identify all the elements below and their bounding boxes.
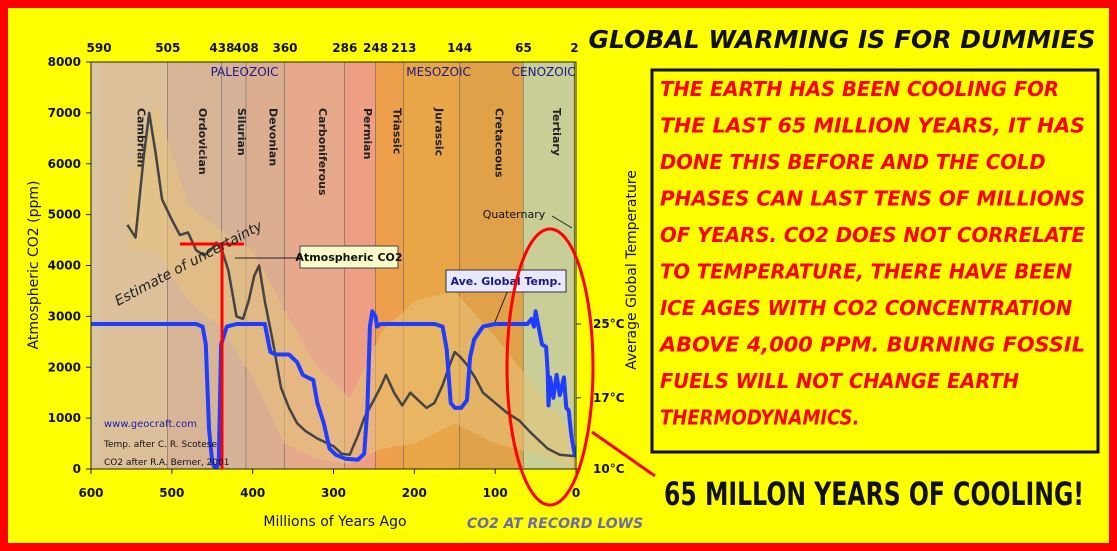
quaternary-arrow	[551, 215, 573, 229]
period-label-jurassic: Jurassic	[433, 107, 446, 156]
y-tick-label: 5000	[48, 208, 81, 222]
top-tick-label: 360	[272, 41, 297, 55]
temp-callout-box	[445, 269, 567, 293]
y-tick-label: 6000	[48, 157, 81, 171]
y-tick-label: 1000	[48, 411, 81, 425]
y-tick-label: 2000	[48, 360, 81, 374]
top-tick-label: 65	[515, 41, 532, 55]
message-line: THERMODYNAMICS.	[660, 406, 860, 430]
period-label-silurian: Silurian	[235, 108, 248, 156]
message-line: THE LAST 65 MILLION YEARS, IT HAS	[660, 114, 1085, 138]
top-tick-label: 248	[363, 41, 388, 55]
message-line: ABOVE 4,000 PPM. BURNING FOSSIL	[658, 333, 1085, 357]
era-labels: PALEOZOIC MESOZOIC CENOZOIC	[211, 65, 576, 79]
top-tick-label: 505	[155, 41, 180, 55]
uncertainty-polygon	[127, 102, 576, 469]
credit-co2: CO2 after R.A. Berner, 2001	[104, 458, 229, 468]
top-tick-label: 213	[391, 41, 416, 55]
axis-ticks: 600 500 400 300 200 100 0010002000300040005000…	[48, 41, 625, 500]
poster-title: GLOBAL WARMING IS FOR DUMMIES	[589, 25, 1096, 54]
x-tick-label: 0	[572, 486, 580, 500]
co2-callout-label: Atmospheric CO2	[295, 251, 402, 264]
message-box	[650, 68, 1100, 454]
credit-temp: Temp. after C. R. Scotese	[103, 440, 217, 450]
y-tick-label: 0	[73, 462, 81, 476]
top-tick-label: 590	[87, 41, 112, 55]
top-tick-label: 438	[209, 41, 234, 55]
message-lines: THE EARTH HAS BEEN COOLING FOR THE LAST 6…	[658, 77, 1085, 430]
headline-pointer	[591, 430, 656, 478]
message-line: DONE THIS BEFORE AND THE COLD	[660, 150, 1046, 174]
period-band-precambrian	[91, 62, 100, 469]
period-label-carboniferous: Carboniferous	[316, 108, 329, 196]
y2-tick-label: 25°C	[593, 317, 625, 331]
co2-callout-box	[299, 245, 399, 269]
period-label-devonian: Devonian	[267, 108, 280, 166]
y-tick-label: 8000	[48, 55, 81, 69]
y2-tick-label: 17°C	[593, 391, 625, 405]
y-tick-label: 4000	[48, 259, 81, 273]
y2-tick-label: 10°C	[593, 462, 625, 476]
period-label-cretaceous: Cretaceous	[493, 108, 506, 178]
x-tick-label: 400	[240, 486, 265, 500]
y2-axis-label: Average Global Temperature	[624, 170, 640, 370]
period-label-ordovician: Ordovician	[196, 108, 209, 175]
series	[91, 111, 576, 469]
credit-url: www.geocraft.com	[104, 419, 197, 430]
y-axis-label: Atmospheric CO2 (ppm)	[26, 181, 42, 350]
record-low-ellipse	[505, 227, 595, 507]
message-line: TO TEMPERATURE, THERE HAVE BEEN	[660, 260, 1073, 284]
top-tick-label: 286	[332, 41, 357, 55]
top-tick-label: 408	[234, 41, 259, 55]
co2-line	[126, 111, 576, 458]
top-tick-label: 144	[447, 41, 472, 55]
top-tick-label: 2	[570, 41, 578, 55]
message-line: OF YEARS. CO2 DOES NOT CORRELATE	[660, 223, 1085, 247]
x-tick-label: 100	[483, 486, 508, 500]
x-tick-label: 200	[402, 486, 427, 500]
message-line: PHASES CAN LAST TENS OF MILLIONS	[660, 187, 1085, 211]
message-line: FUELS WILL NOT CHANGE EARTH	[660, 369, 1019, 393]
temp-callout-label: Ave. Global Temp.	[450, 275, 561, 288]
headline: 65 MILLON YEARS OF COOLING!	[664, 475, 1084, 513]
era-label-mesozoic: MESOZOIC	[406, 65, 471, 79]
era-label-paleozoic: PALEOZOIC	[211, 65, 279, 79]
era-label-cenozoic: CENOZOIC	[512, 65, 576, 79]
temperature-line	[91, 309, 576, 469]
x-tick-label: 500	[159, 486, 184, 500]
message-line: ICE AGES WITH CO2 CONCENTRATION	[660, 296, 1073, 320]
x-axis-label: Millions of Years Ago	[263, 514, 406, 530]
period-label-triassic: Triassic	[391, 108, 404, 154]
quaternary-label: Quaternary	[483, 208, 546, 221]
x-tick-label: 600	[78, 486, 103, 500]
period-label-tertiary: Tertiary	[550, 108, 563, 156]
uncertainty-band	[127, 102, 576, 469]
x-tick-label: 300	[321, 486, 346, 500]
y-tick-label: 3000	[48, 309, 81, 323]
period-label-permian: Permian	[361, 108, 374, 159]
record-lows-label: CO2 AT RECORD LOWS	[467, 516, 643, 532]
period-labels: Cambrian Ordovician Silurian Devonian Carbon…	[134, 107, 562, 196]
message-line: THE EARTH HAS BEEN COOLING FOR	[660, 77, 1059, 101]
y-tick-label: 7000	[48, 106, 81, 120]
